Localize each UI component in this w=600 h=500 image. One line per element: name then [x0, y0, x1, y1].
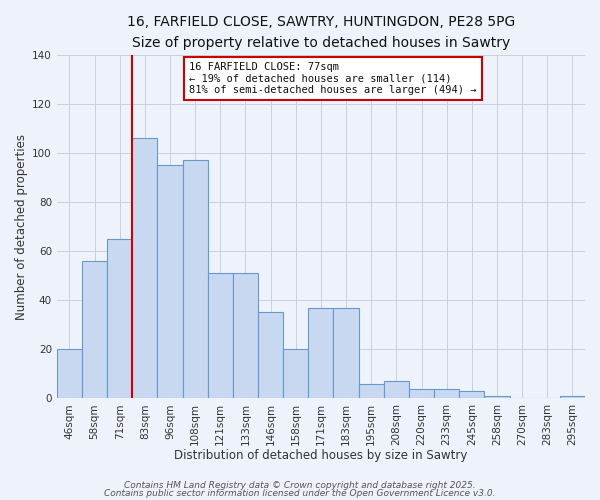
Bar — [359, 384, 384, 398]
Y-axis label: Number of detached properties: Number of detached properties — [15, 134, 28, 320]
Bar — [459, 391, 484, 398]
Bar — [434, 388, 459, 398]
Bar — [132, 138, 157, 398]
Bar — [560, 396, 585, 398]
Bar — [208, 273, 233, 398]
Bar — [334, 308, 359, 398]
X-axis label: Distribution of detached houses by size in Sawtry: Distribution of detached houses by size … — [174, 450, 467, 462]
Text: Contains HM Land Registry data © Crown copyright and database right 2025.: Contains HM Land Registry data © Crown c… — [124, 481, 476, 490]
Bar — [409, 388, 434, 398]
Bar — [157, 166, 182, 398]
Text: 16 FARFIELD CLOSE: 77sqm
← 19% of detached houses are smaller (114)
81% of semi-: 16 FARFIELD CLOSE: 77sqm ← 19% of detach… — [189, 62, 476, 95]
Bar — [57, 350, 82, 399]
Bar — [308, 308, 334, 398]
Bar — [484, 396, 509, 398]
Bar — [384, 381, 409, 398]
Bar — [233, 273, 258, 398]
Bar — [182, 160, 208, 398]
Bar — [258, 312, 283, 398]
Bar — [283, 350, 308, 399]
Text: Contains public sector information licensed under the Open Government Licence v3: Contains public sector information licen… — [104, 488, 496, 498]
Bar — [107, 239, 132, 398]
Title: 16, FARFIELD CLOSE, SAWTRY, HUNTINGDON, PE28 5PG
Size of property relative to de: 16, FARFIELD CLOSE, SAWTRY, HUNTINGDON, … — [127, 15, 515, 50]
Bar — [82, 261, 107, 398]
